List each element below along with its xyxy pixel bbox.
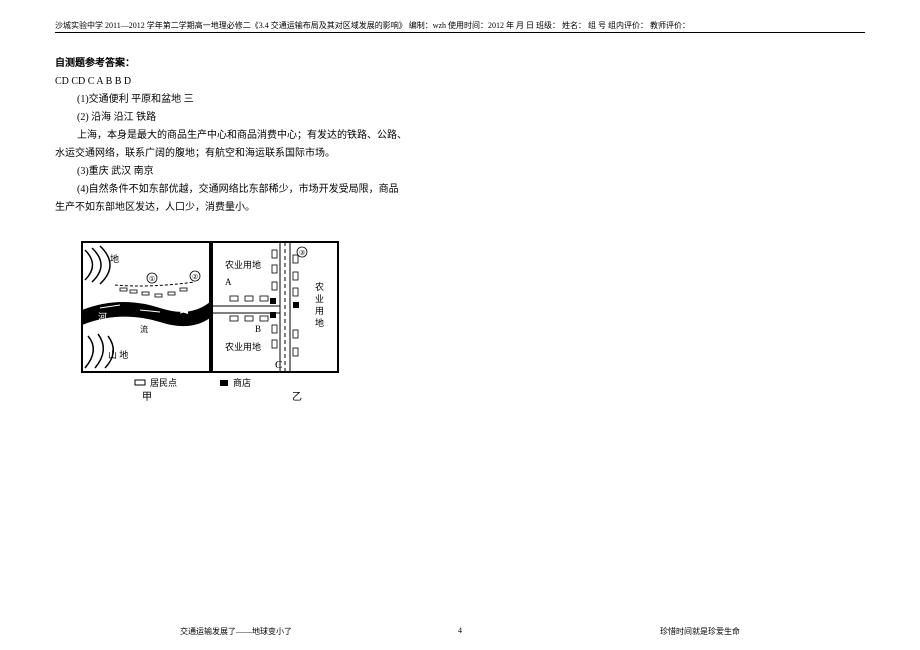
- item-4: (3)重庆 武汉 南京: [55, 163, 865, 181]
- settlements-left: [120, 288, 187, 297]
- item-3b: 水运交通网络，联系广阔的腹地；有航空和海运联系国际市场。: [55, 145, 865, 163]
- legend-residence: 居民点: [150, 378, 177, 388]
- map-diagram: 地 河 流 ① ② 山 地: [80, 240, 340, 405]
- svg-text:地: 地: [315, 317, 324, 328]
- diagram-svg: 地 河 流 ① ② 山 地: [80, 240, 340, 405]
- legend: 居民点 商店: [135, 377, 251, 388]
- svg-text:②: ②: [192, 273, 198, 281]
- farmland-bottom: 农业用地: [225, 341, 261, 352]
- footer-left: 交通运输发展了——地球变小了: [180, 626, 292, 637]
- item-1: (1)交通便利 平原和盆地 三: [55, 91, 865, 109]
- farmland-right-1: 农: [315, 281, 324, 292]
- caption-right: 乙: [292, 391, 302, 403]
- svg-text:流: 流: [140, 324, 148, 334]
- svg-text:A: A: [225, 277, 232, 287]
- item-2: (2) 沿海 沿江 铁路: [55, 109, 865, 127]
- label-bottom: 山 地: [108, 349, 128, 360]
- svg-text:业: 业: [315, 294, 324, 304]
- legend-shop: 商店: [233, 377, 251, 388]
- label-top: 地: [110, 253, 119, 264]
- answers-line: CD CD C A B B D: [55, 73, 865, 91]
- svg-text:③: ③: [299, 249, 305, 257]
- item-5b: 生产不如东部地区发达，人口少，消费量小。: [55, 199, 865, 217]
- header-text: 沙城实验中学 2011—2012 学年第二学期高一地理必修二《3.4 交通运输布…: [55, 21, 690, 30]
- item-3a: 上海，本身是最大的商品生产中心和商品消费中心；有发达的铁路、公路、: [55, 127, 865, 145]
- farmland-top: 农业用地: [225, 259, 261, 270]
- svg-text:C: C: [275, 359, 282, 371]
- svg-text:用: 用: [315, 306, 324, 316]
- item-5a: (4)自然条件不如东部优越，交通网络比东部稀少，市场开发受局限，商品: [55, 181, 865, 199]
- svg-text:①: ①: [149, 275, 155, 283]
- label-river: 河: [98, 311, 107, 322]
- section-title: 自测题参考答案：: [55, 55, 865, 73]
- svg-text:B: B: [255, 324, 261, 334]
- footer-page-number: 4: [458, 626, 462, 635]
- footer-right: 珍惜时间就是珍爱生命: [660, 626, 740, 637]
- main-content: 自测题参考答案： CD CD C A B B D (1)交通便利 平原和盆地 三…: [55, 55, 865, 217]
- page-header: 沙城实验中学 2011—2012 学年第二学期高一地理必修二《3.4 交通运输布…: [55, 20, 900, 31]
- header-underline: [55, 32, 865, 33]
- caption-left: 甲: [142, 392, 152, 403]
- left-panel-content: 地 河 流 ① ② 山 地: [82, 246, 210, 368]
- right-panel-content: 农业用地 农业用地 农 业 用 地: [212, 242, 324, 372]
